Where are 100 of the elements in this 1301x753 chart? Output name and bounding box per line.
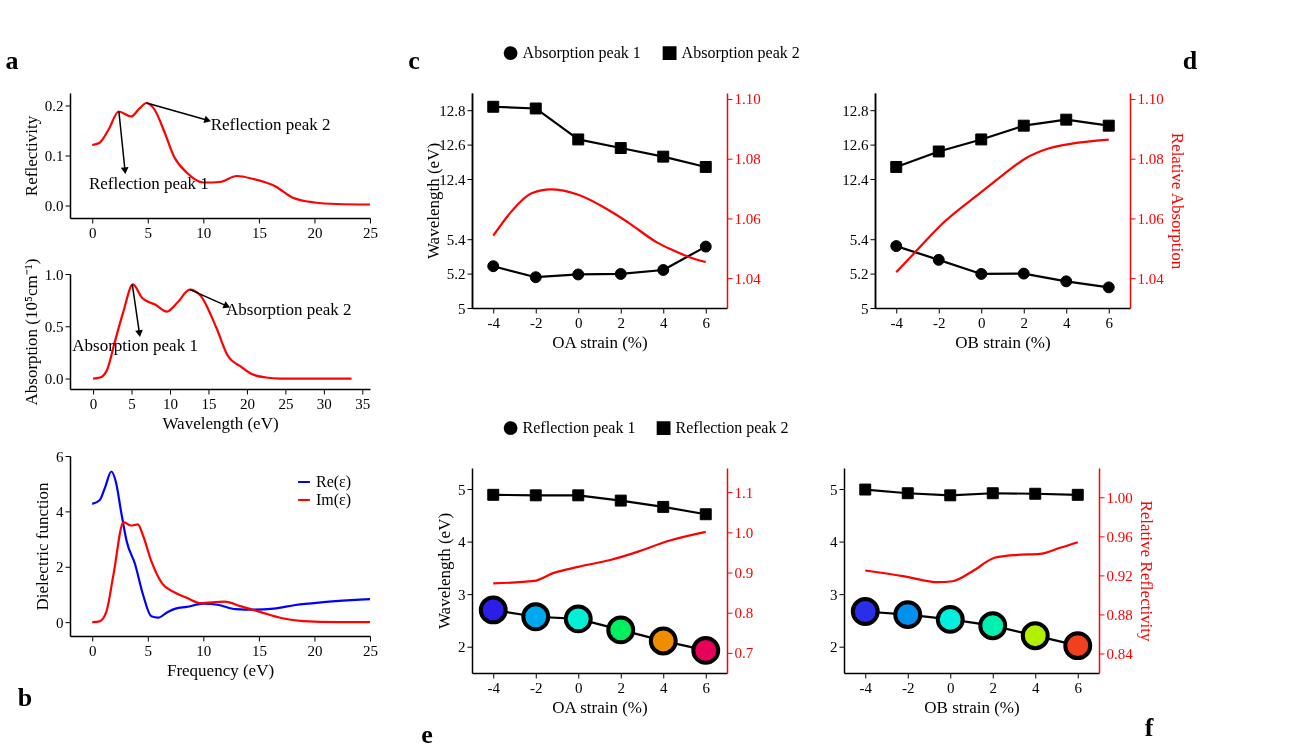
annotation: Reflection peak 2 <box>210 115 331 134</box>
y2-tick-label: 1.06 <box>1137 210 1165 227</box>
x-axis-title: Wavelength (eV) <box>162 413 279 433</box>
x-tick-label: 6 <box>702 314 711 331</box>
x-tick-label: 4 <box>1063 314 1071 331</box>
point <box>699 240 712 253</box>
line-series <box>895 138 1110 274</box>
y-tick-label: 5 <box>458 481 466 498</box>
x-tick-label: 0 <box>575 314 583 331</box>
point <box>1063 631 1093 661</box>
y3-tick-label: 12.4 <box>842 171 869 188</box>
x-tick-label: 0 <box>978 314 986 331</box>
y-tick-label: 0.1 <box>44 148 64 164</box>
x-tick-label: -4 <box>487 679 501 696</box>
point <box>986 487 999 500</box>
x-tick-label: 35 <box>355 395 371 412</box>
legend-label: Im(ε) <box>316 491 352 509</box>
x-tick-label: 10 <box>196 642 212 659</box>
legend-label: Reflection peak 2 <box>675 419 789 438</box>
legend-label: Re(ε) <box>316 473 352 491</box>
point <box>850 597 880 626</box>
line-series <box>91 101 372 206</box>
y-tick-label: 0.0 <box>44 371 64 388</box>
x-tick-label: 20 <box>307 642 323 659</box>
y2-tick-label: 0.88 <box>1106 606 1133 623</box>
point <box>1102 119 1115 132</box>
point <box>890 240 903 253</box>
line-series <box>91 470 372 619</box>
y2-tick-label: 1.04 <box>734 270 762 287</box>
x-tick-label: 0 <box>575 679 583 696</box>
x-tick-label: -4 <box>487 314 501 331</box>
x-tick-label: -2 <box>530 679 543 696</box>
line-series <box>864 541 1079 584</box>
point <box>691 635 721 665</box>
point <box>478 595 508 625</box>
line-series <box>492 188 707 264</box>
x-axis-title: OA strain (%) <box>552 332 648 352</box>
y-tick-label: 5 <box>861 300 869 317</box>
x-tick-label: 6 <box>1105 314 1114 331</box>
point <box>614 142 627 155</box>
y2-tick-label: 1.1 <box>734 484 754 501</box>
x-tick-label: 5 <box>144 642 153 659</box>
y-tick-label: 5.2 <box>446 266 466 283</box>
x-tick-label: 2 <box>989 679 997 696</box>
y2-tick-label: 1.0 <box>734 524 754 541</box>
point <box>614 267 627 280</box>
y2-tick-label: 1.10 <box>734 91 761 108</box>
y-tick-label: 5.4 <box>446 231 466 248</box>
y2-tick-label: 0.84 <box>1106 645 1134 662</box>
x-tick-label: -2 <box>530 314 543 331</box>
y-axis-title: Absorption (10⁵cm⁻¹) <box>21 258 41 406</box>
y-tick-label: 5.2 <box>849 266 869 283</box>
x-axis-title: OB strain (%) <box>955 332 1051 352</box>
y2-tick-label: 0.7 <box>734 645 754 662</box>
y-tick-label: 4 <box>458 534 466 551</box>
point <box>901 487 914 500</box>
x-tick-label: 4 <box>660 314 668 331</box>
point <box>1020 621 1050 651</box>
x-tick-label: 25 <box>363 642 378 659</box>
y-tick-label: 4 <box>830 534 838 551</box>
point <box>893 600 923 630</box>
x-tick-label: 15 <box>251 642 267 659</box>
x-axis-title: OA strain (%) <box>552 697 648 717</box>
y-tick-label: 0.2 <box>44 98 64 114</box>
x-tick-label: -2 <box>902 679 915 696</box>
y-tick-label: 0.5 <box>44 318 64 335</box>
y-tick-label: 5 <box>458 300 466 317</box>
y2-tick-label: 1.08 <box>1137 151 1164 168</box>
y-tick-label: 2 <box>56 559 64 576</box>
point <box>1102 281 1115 294</box>
point <box>890 160 903 173</box>
x-tick-label: 5 <box>144 224 153 241</box>
x-tick-label: 15 <box>201 395 217 412</box>
point <box>699 160 712 173</box>
x-tick-label: 2 <box>617 679 625 696</box>
y2-tick-label: 1.10 <box>1137 91 1164 108</box>
y-tick-label: 1.0 <box>44 266 64 283</box>
y-tick-label: 3 <box>830 586 838 603</box>
point <box>975 133 988 146</box>
y3-tick-label: 12.8 <box>842 102 869 119</box>
text: f <box>1144 713 1154 742</box>
x-tick-label: 25 <box>278 395 294 412</box>
point <box>859 483 872 496</box>
x-tick-label: 30 <box>316 395 332 412</box>
x-tick-label: 0 <box>89 395 98 412</box>
point <box>975 267 988 280</box>
point <box>935 604 965 634</box>
x-tick-label: 20 <box>239 395 255 412</box>
point <box>606 615 636 645</box>
point <box>944 489 957 502</box>
point <box>614 494 627 507</box>
y2-tick-label: 0.96 <box>1106 528 1134 545</box>
point <box>1060 113 1073 126</box>
x-tick-label: 20 <box>307 224 323 241</box>
line-series <box>492 530 707 585</box>
x-tick-label: 0 <box>947 679 955 696</box>
point <box>648 626 678 656</box>
x-axis-title: OB strain (%) <box>924 697 1020 717</box>
text: a <box>5 46 19 75</box>
point <box>932 253 945 266</box>
